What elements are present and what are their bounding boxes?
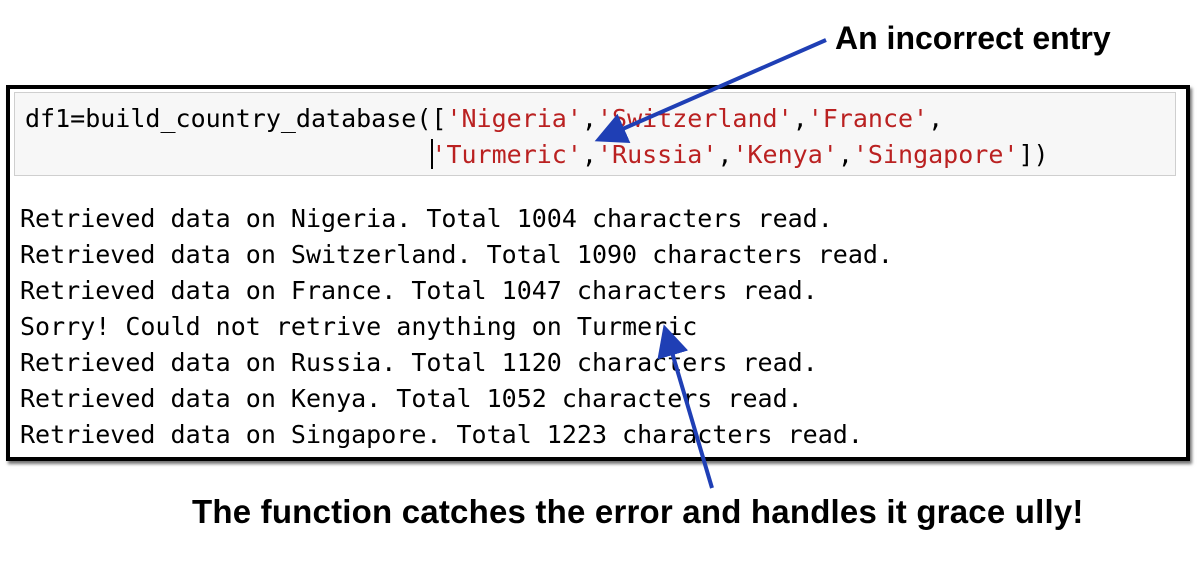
code-string-singapore: 'Singapore' (852, 140, 1019, 169)
annotation-incorrect-entry: An incorrect entry (835, 20, 1111, 56)
code-suffix: ]) (1018, 140, 1049, 169)
code-string-turmeric: 'Turmeric' (431, 140, 582, 169)
output-line: Retrieved data on Russia. Total 1120 cha… (20, 348, 818, 377)
code-trailing-comma: , (928, 104, 944, 133)
text-cursor (431, 139, 434, 169)
code-line-1: df1=build_country_database(['Nigeria', 'S… (25, 104, 944, 133)
code-string-nigeria: 'Nigeria' (446, 104, 582, 133)
code-prefix: df1=build_country_database([ (25, 104, 447, 133)
output-line: Retrieved data on Singapore. Total 1223 … (20, 420, 863, 449)
code-string-russia: 'Russia' (596, 140, 718, 169)
output-line: Retrieved data on France. Total 1047 cha… (20, 276, 818, 305)
cell-output-area: Retrieved data on Nigeria. Total 1004 ch… (20, 201, 893, 453)
output-line-error: Sorry! Could not retrive anything on Tur… (20, 312, 698, 341)
code-indent (25, 140, 431, 169)
code-string-switzerland: 'Switzerland' (596, 104, 793, 133)
code-string-kenya: 'Kenya' (732, 140, 838, 169)
code-line-2: 'Turmeric','Russia','Kenya','Singapore']… (25, 137, 1049, 173)
code-input-area[interactable]: df1=build_country_database(['Nigeria', 'S… (14, 92, 1176, 176)
notebook-cell[interactable]: df1=build_country_database(['Nigeria', 'S… (6, 85, 1190, 461)
code-string-france: 'France' (807, 104, 929, 133)
output-line: Retrieved data on Nigeria. Total 1004 ch… (20, 204, 833, 233)
annotation-error-handled: The function catches the error and handl… (192, 493, 1084, 530)
output-line: Retrieved data on Switzerland. Total 109… (20, 240, 893, 269)
output-line: Retrieved data on Kenya. Total 1052 char… (20, 384, 803, 413)
